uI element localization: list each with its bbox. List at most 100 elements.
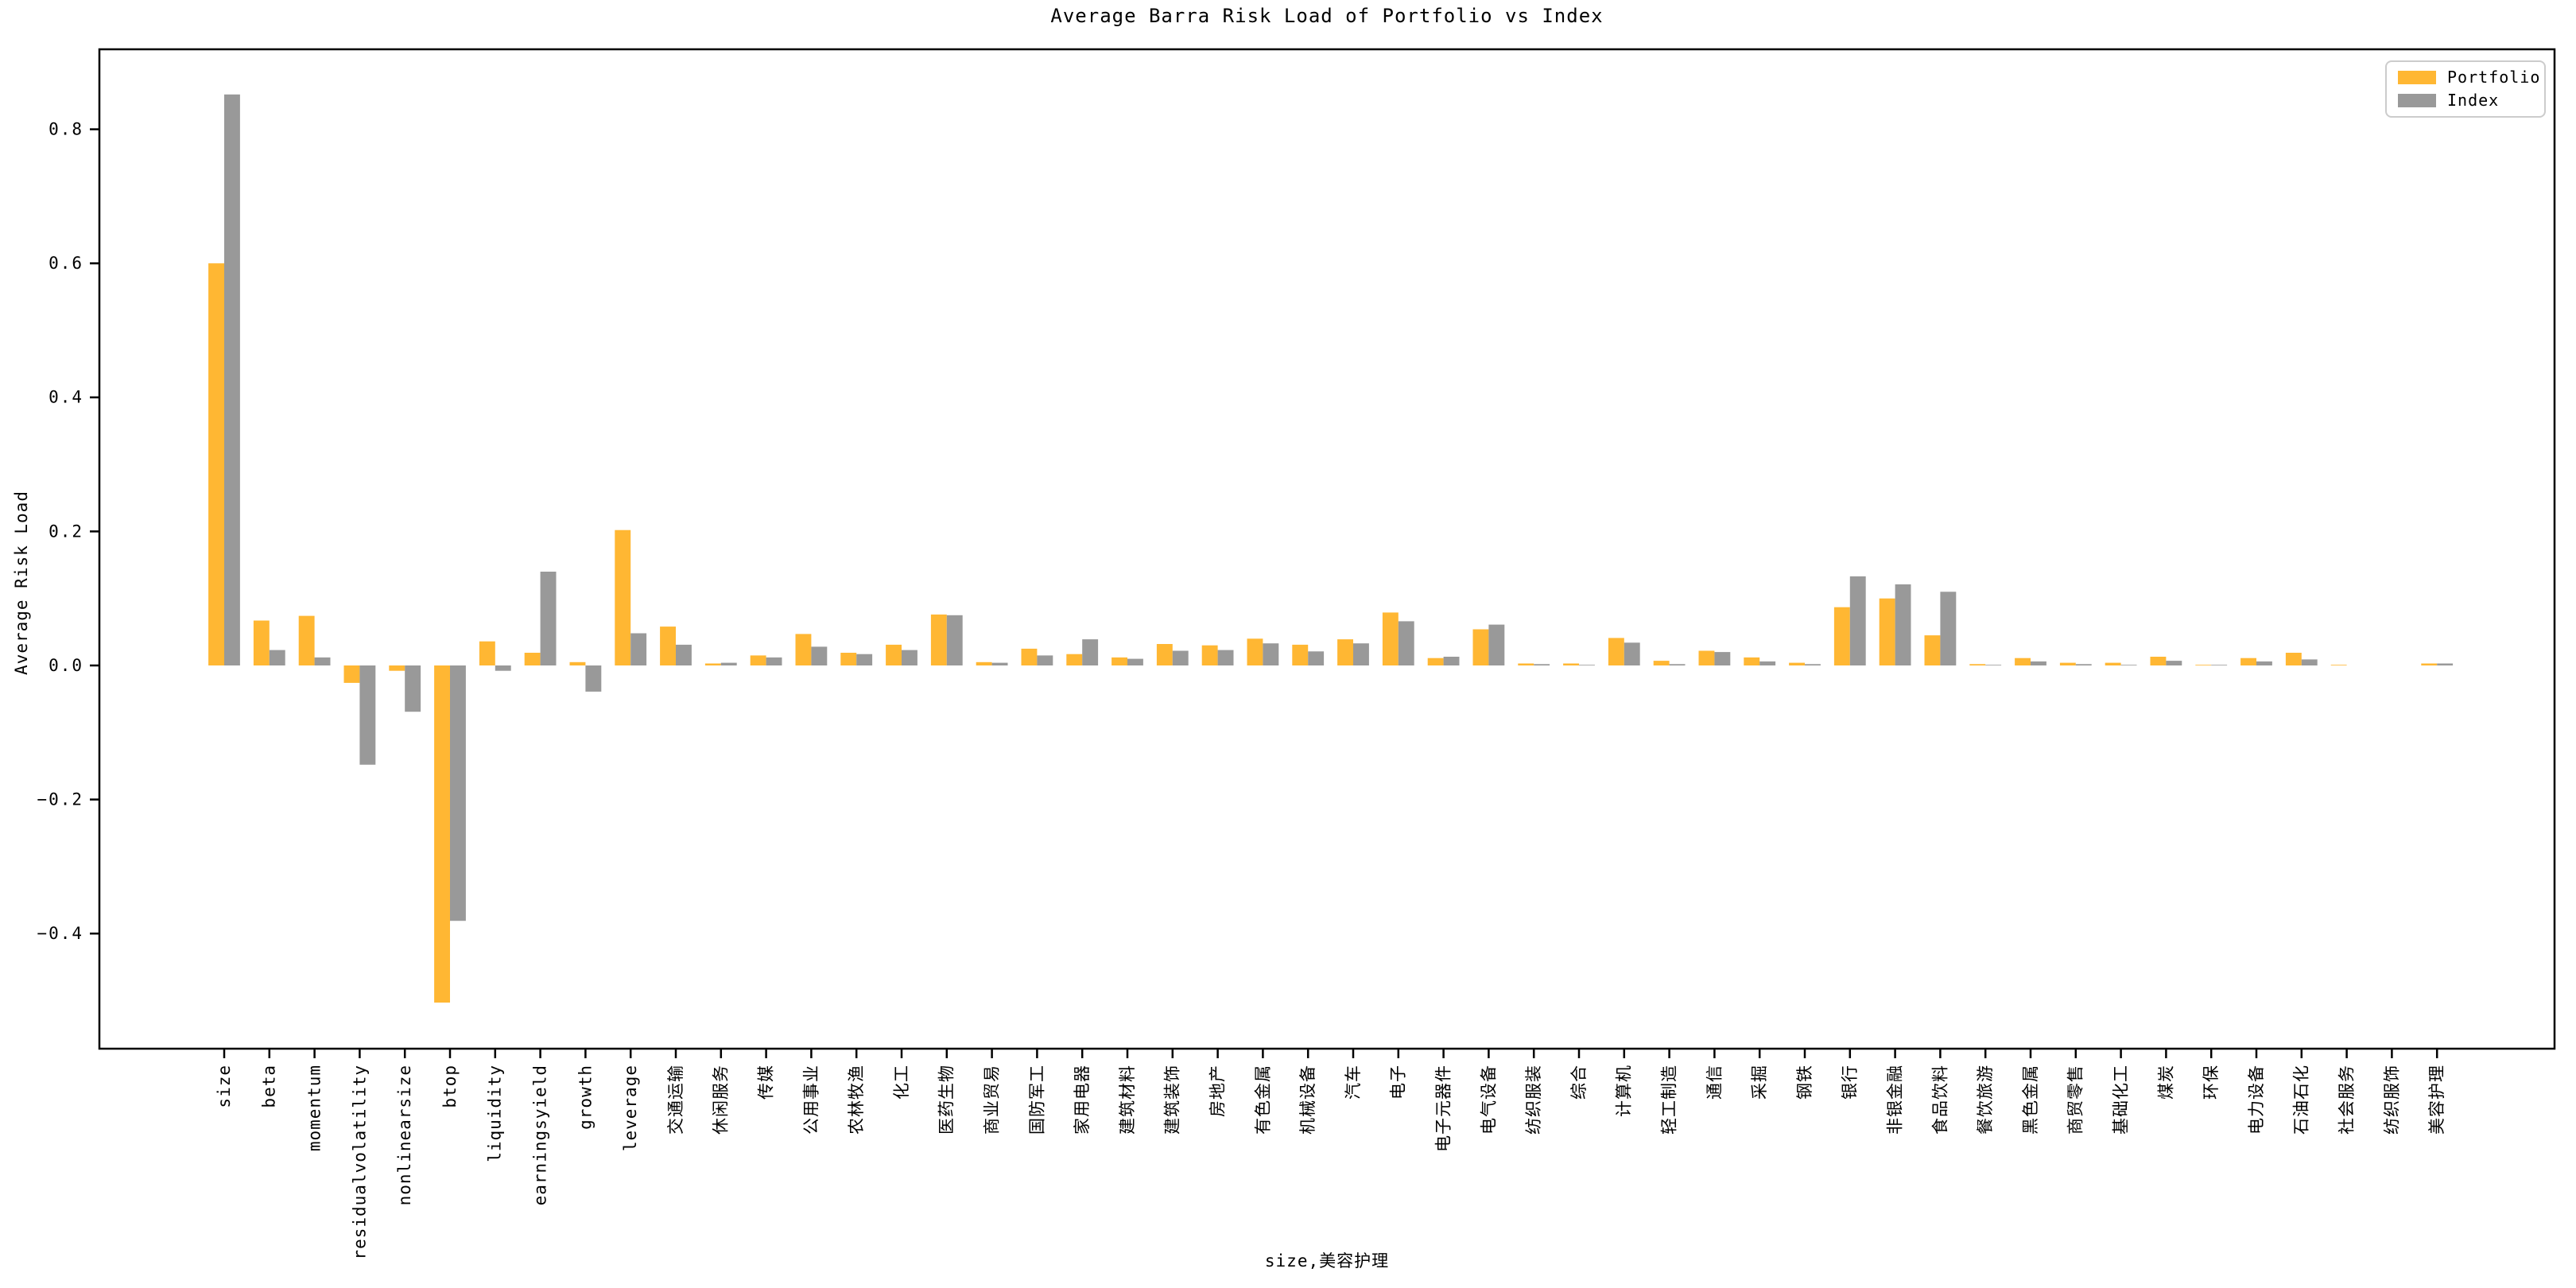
- bar-portfolio-商业贸易: [976, 661, 992, 665]
- bar-portfolio-农林牧渔: [840, 653, 857, 665]
- y-tick-label: 0.6: [48, 254, 83, 273]
- bar-index-美容护理: [2437, 663, 2454, 665]
- bar-index-轻工制造: [1669, 664, 1686, 665]
- bar-portfolio-食品饮料: [1924, 635, 1941, 665]
- x-tick-label-环保: 环保: [2202, 1065, 2221, 1100]
- x-tick-label-电子元器件: 电子元器件: [1434, 1065, 1453, 1152]
- x-tick-label-建筑装饰: 建筑装饰: [1163, 1065, 1182, 1135]
- x-tick-label-轻工制造: 轻工制造: [1660, 1065, 1679, 1135]
- x-tick-label-美容护理: 美容护理: [2427, 1065, 2446, 1135]
- bar-portfolio-化工: [886, 644, 902, 665]
- x-tick-label-农林牧渔: 农林牧渔: [847, 1065, 866, 1135]
- bar-portfolio-电子元器件: [1427, 658, 1444, 665]
- x-tick-label-传媒: 传媒: [757, 1065, 776, 1100]
- chart-title: Average Barra Risk Load of Portfolio vs …: [1050, 5, 1604, 27]
- bar-portfolio-有色金属: [1247, 638, 1263, 665]
- bar-index-btop: [450, 665, 466, 921]
- x-tick-label-momentum: momentum: [305, 1065, 324, 1151]
- bar-portfolio-家用电器: [1066, 654, 1083, 665]
- portfolio-swatch: [2398, 70, 2436, 84]
- x-tick-label-钢铁: 钢铁: [1795, 1065, 1814, 1100]
- x-tick-label-leverage: leverage: [621, 1065, 640, 1151]
- x-tick-label-社会服务: 社会服务: [2337, 1065, 2357, 1135]
- bar-portfolio-美容护理: [2421, 663, 2438, 665]
- bar-index-休闲服务: [720, 662, 737, 665]
- x-tick-label-房地产: 房地产: [1208, 1065, 1228, 1117]
- bar-index-医药生物: [946, 615, 963, 665]
- bar-index-有色金属: [1263, 643, 1279, 665]
- bar-portfolio-商贸零售: [2059, 662, 2076, 665]
- bar-index-liquidity: [495, 665, 511, 671]
- bar-portfolio-earningsyield: [524, 653, 541, 665]
- bar-index-钢铁: [1805, 664, 1821, 665]
- x-tick-label-纺织服装: 纺织服装: [1524, 1065, 1543, 1135]
- x-tick-label-食品饮料: 食品饮料: [1930, 1065, 1949, 1135]
- bar-portfolio-residualvolatility: [343, 665, 360, 683]
- x-tick-label-餐饮旅游: 餐饮旅游: [1976, 1065, 1995, 1135]
- bar-index-农林牧渔: [856, 654, 873, 665]
- x-tick-label-电气设备: 电气设备: [1479, 1065, 1498, 1135]
- bar-index-国防军工: [1037, 655, 1053, 665]
- bar-portfolio-growth: [569, 661, 586, 665]
- legend-item-portfolio: Portfolio: [2398, 68, 2540, 87]
- y-axis-label: Average Risk Load: [12, 491, 31, 675]
- x-tick-label-nonlinearsize: nonlinearsize: [395, 1065, 414, 1205]
- bar-index-化工: [902, 650, 918, 665]
- bar-portfolio-房地产: [1201, 645, 1218, 665]
- bar-index-纺织服装: [1534, 664, 1550, 665]
- x-tick-label-纺织服饰: 纺织服饰: [2382, 1065, 2401, 1135]
- bar-index-residualvolatility: [359, 665, 376, 765]
- bar-portfolio-餐饮旅游: [1969, 664, 1986, 665]
- bar-index-黑色金属: [2031, 661, 2046, 665]
- bar-index-电子元器件: [1443, 657, 1460, 665]
- bar-index-size: [224, 94, 240, 666]
- bar-portfolio-leverage: [615, 530, 631, 665]
- bar-portfolio-钢铁: [1789, 662, 1805, 665]
- bar-index-growth: [585, 665, 602, 692]
- y-tick-label: −0.4: [37, 924, 83, 943]
- bar-portfolio-非银金融: [1879, 598, 1895, 665]
- x-tick-label-建筑材料: 建筑材料: [1118, 1065, 1137, 1135]
- bar-portfolio-beta: [253, 620, 270, 665]
- bar-portfolio-momentum: [298, 615, 315, 665]
- x-tick-label-通信: 通信: [1705, 1065, 1724, 1100]
- x-tick-label-黑色金属: 黑色金属: [2021, 1065, 2040, 1135]
- bar-index-非银金融: [1895, 584, 1911, 665]
- x-tick-label-公用事业: 公用事业: [801, 1065, 821, 1135]
- bar-index-earningsyield: [540, 572, 557, 665]
- x-tick-label-beta: beta: [260, 1065, 279, 1108]
- bar-portfolio-国防军工: [1021, 648, 1038, 665]
- x-tick-label-家用电器: 家用电器: [1073, 1065, 1092, 1135]
- bar-portfolio-交通运输: [660, 627, 676, 665]
- bar-portfolio-医药生物: [930, 614, 947, 665]
- bar-index-家用电器: [1082, 639, 1099, 665]
- x-tick-label-商业贸易: 商业贸易: [983, 1065, 1002, 1135]
- bar-portfolio-纺织服装: [1518, 663, 1534, 665]
- x-tick-label-计算机: 计算机: [1615, 1065, 1634, 1117]
- x-tick-label-earningsyield: earningsyield: [531, 1065, 550, 1205]
- bar-index-采掘: [1759, 661, 1776, 665]
- x-tick-label-交通运输: 交通运输: [666, 1065, 685, 1135]
- x-tick-label-石油石化: 石油石化: [2292, 1065, 2311, 1135]
- bar-index-nonlinearsize: [405, 665, 421, 712]
- index-swatch: [2398, 93, 2436, 107]
- bar-index-银行: [1849, 576, 1866, 665]
- bar-portfolio-汽车: [1337, 639, 1353, 665]
- bar-index-建筑装饰: [1172, 650, 1189, 665]
- bar-portfolio-建筑装饰: [1156, 644, 1173, 665]
- x-tick-label-休闲服务: 休闲服务: [712, 1065, 731, 1135]
- bar-index-电子: [1398, 621, 1414, 665]
- y-tick-label: −0.2: [37, 790, 83, 809]
- bar-portfolio-通信: [1698, 650, 1715, 665]
- x-tick-label-电力设备: 电力设备: [2247, 1065, 2266, 1135]
- bar-portfolio-建筑材料: [1111, 657, 1127, 665]
- x-tick-label-residualvolatility: residualvolatility: [350, 1065, 369, 1260]
- bar-index-石油石化: [2301, 659, 2318, 665]
- legend-label-index: Index: [2447, 91, 2500, 110]
- x-tick-label-采掘: 采掘: [1750, 1065, 1769, 1100]
- bar-portfolio-nonlinearsize: [389, 665, 405, 671]
- bar-index-机械设备: [1308, 651, 1325, 665]
- bar-portfolio-计算机: [1608, 638, 1624, 665]
